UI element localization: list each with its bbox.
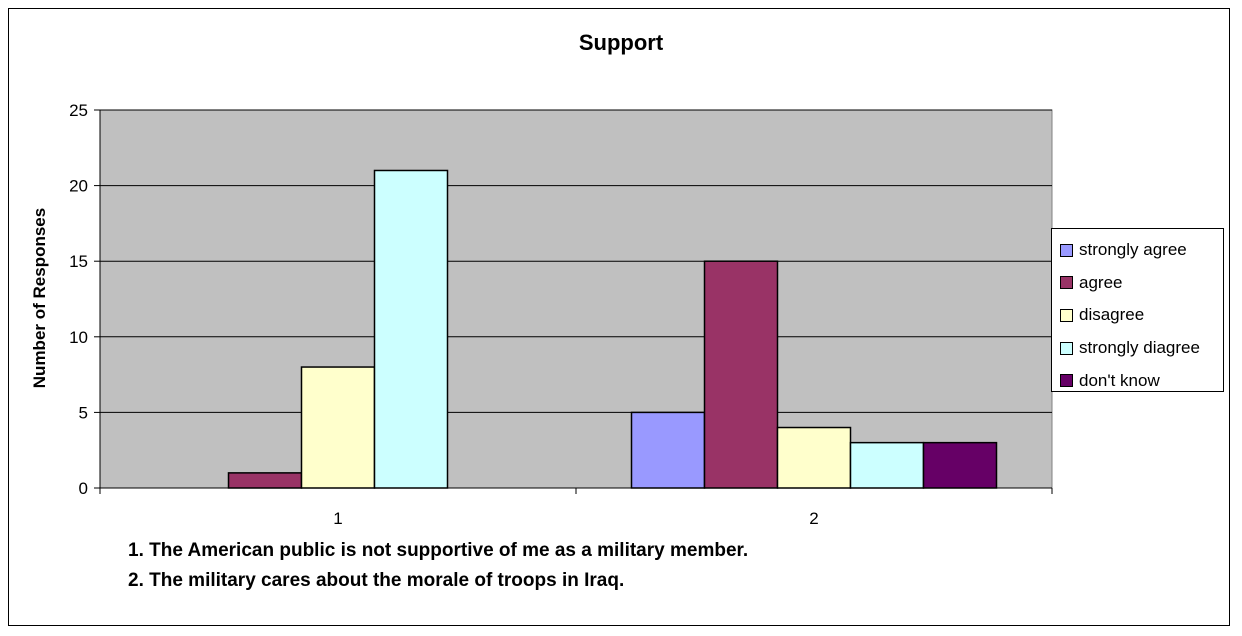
legend-label-agree: agree: [1079, 272, 1123, 292]
bar-agree-cat-1: [227, 472, 303, 489]
legend-swatch-strongly-diagree: [1060, 341, 1073, 355]
y-tick-label-15: 15: [69, 252, 88, 271]
x-tick-label-2: 2: [809, 509, 818, 528]
legend-item-disagree: disagree: [1052, 299, 1223, 332]
legend-swatch-dont-know: [1060, 374, 1073, 388]
legend-item-strongly-diagree: strongly diagree: [1052, 332, 1223, 365]
bar-disagree-cat-1: [300, 366, 376, 489]
bar-agree-cat-2: [703, 260, 779, 489]
legend-item-dont-know: don't know: [1052, 364, 1223, 397]
note-2: 2. The military cares about the morale o…: [128, 570, 625, 591]
bar-strongly-diagree-cat-2: [849, 441, 925, 489]
legend-swatch-disagree: [1060, 308, 1073, 322]
legend-label-strongly-agree: strongly agree: [1079, 240, 1187, 260]
x-tick-label-1: 1: [333, 509, 342, 528]
legend-label-dont-know: don't know: [1079, 370, 1160, 390]
y-tick-label-25: 25: [69, 101, 88, 120]
bar-strongly-diagree-cat-1: [373, 169, 449, 489]
y-tick-label-0: 0: [79, 479, 88, 498]
plot-area: [99, 109, 1053, 489]
legend-swatch-agree: [1060, 276, 1073, 290]
legend-swatch-strongly-agree: [1060, 243, 1073, 257]
y-tick-label-5: 5: [79, 403, 88, 422]
bar-don-t-know-cat-2: [922, 441, 998, 489]
bar-disagree-cat-2: [776, 426, 852, 489]
bar-strongly-agree-cat-2: [630, 411, 706, 489]
legend-item-agree: agree: [1052, 267, 1223, 300]
y-tick-label-10: 10: [69, 328, 88, 347]
legend-label-disagree: disagree: [1079, 305, 1145, 325]
legend-label-strongly-diagree: strongly diagree: [1079, 338, 1200, 358]
chart-notes: 1. The American public is not supportive…: [128, 536, 748, 596]
chart-title: Support: [578, 30, 664, 55]
y-tick-label-20: 20: [69, 177, 88, 196]
note-1: 1. The American public is not supportive…: [128, 540, 749, 561]
chart-legend: strongly agree agree disagree strongly d…: [1051, 228, 1224, 392]
legend-item-strongly-agree: strongly agree: [1052, 234, 1223, 267]
